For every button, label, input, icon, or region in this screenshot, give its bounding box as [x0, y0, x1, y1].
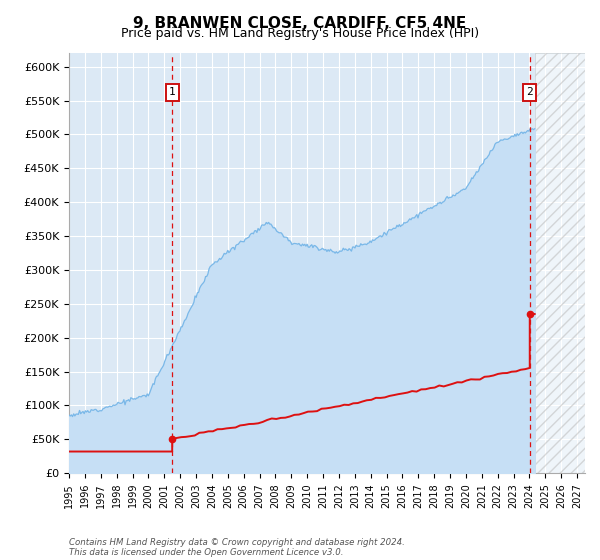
- Bar: [535, 53, 585, 473]
- Text: 2: 2: [527, 87, 533, 97]
- Text: Price paid vs. HM Land Registry's House Price Index (HPI): Price paid vs. HM Land Registry's House …: [121, 27, 479, 40]
- Text: Contains HM Land Registry data © Crown copyright and database right 2024.
This d: Contains HM Land Registry data © Crown c…: [69, 538, 405, 557]
- Text: 9, BRANWEN CLOSE, CARDIFF, CF5 4NE: 9, BRANWEN CLOSE, CARDIFF, CF5 4NE: [133, 16, 467, 31]
- Text: 1: 1: [169, 87, 176, 97]
